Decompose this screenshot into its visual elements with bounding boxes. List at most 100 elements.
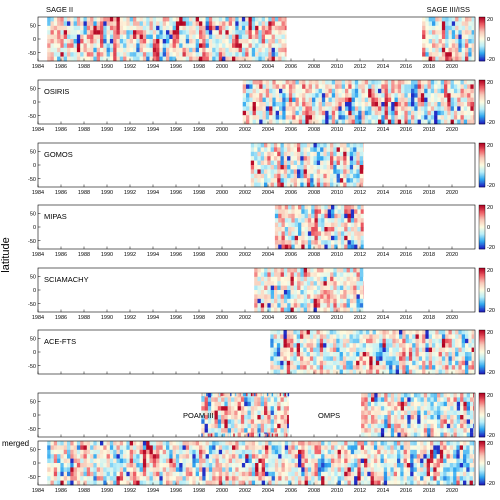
anomaly-cell bbox=[224, 393, 228, 398]
anomaly-cell bbox=[374, 415, 378, 420]
anomaly-cell bbox=[274, 205, 279, 210]
anomaly-cell bbox=[202, 52, 206, 57]
anomaly-cell bbox=[286, 343, 291, 348]
anomaly-cell bbox=[346, 365, 350, 370]
anomaly-cell bbox=[123, 39, 127, 44]
anomaly-cell bbox=[417, 393, 421, 398]
anomaly-cell bbox=[192, 25, 196, 31]
anomaly-cell bbox=[440, 88, 445, 94]
anomaly-cell bbox=[435, 17, 439, 22]
anomaly-cell bbox=[420, 401, 424, 407]
anomaly-cell bbox=[283, 401, 288, 407]
anomaly-cell bbox=[260, 178, 265, 183]
anomaly-cell bbox=[323, 365, 327, 370]
anomaly-cell bbox=[460, 119, 464, 125]
anomaly-cell bbox=[422, 330, 426, 335]
anomaly-cell bbox=[260, 165, 265, 170]
colorbar-frame bbox=[478, 329, 486, 375]
anomaly-cell bbox=[461, 347, 466, 353]
anomaly-cell bbox=[276, 334, 281, 339]
anomaly-cell bbox=[360, 222, 364, 228]
anomaly-cell bbox=[149, 47, 153, 53]
anomaly-cell bbox=[399, 330, 403, 335]
anomaly-cell bbox=[272, 88, 276, 94]
anomaly-cell bbox=[430, 432, 434, 438]
anomaly-cell bbox=[288, 110, 293, 116]
anomaly-cell bbox=[250, 160, 255, 166]
colorbar-swatch bbox=[479, 221, 485, 223]
anomaly-cell bbox=[166, 52, 170, 57]
anomaly-cell bbox=[262, 115, 266, 120]
anomaly-cell bbox=[387, 415, 391, 420]
anomaly-cell bbox=[192, 52, 196, 57]
colorbar-swatch bbox=[479, 366, 485, 368]
colorbar-tick-label: 20 bbox=[487, 17, 493, 23]
anomaly-cell bbox=[391, 80, 395, 85]
colorbar-swatch bbox=[479, 276, 485, 279]
anomaly-cell bbox=[267, 169, 271, 174]
anomaly-cell bbox=[257, 272, 261, 277]
anomaly-cell bbox=[356, 268, 360, 273]
anomaly-cell bbox=[328, 80, 332, 85]
anomaly-cell bbox=[159, 39, 163, 44]
anomaly-cell bbox=[460, 84, 464, 89]
anomaly-cell bbox=[251, 30, 256, 35]
anomaly-cell bbox=[372, 356, 377, 361]
anomaly-cell bbox=[293, 360, 297, 366]
anomaly-cell bbox=[470, 428, 474, 433]
anomaly-cell bbox=[249, 115, 253, 120]
anomaly-cell bbox=[90, 445, 94, 450]
anomaly-cell bbox=[364, 432, 368, 438]
anomaly-cell bbox=[435, 21, 439, 26]
anomaly-cell bbox=[93, 476, 97, 481]
anomaly-cell bbox=[346, 276, 351, 282]
anomaly-cell bbox=[50, 476, 54, 481]
anomaly-cell bbox=[283, 428, 288, 433]
x-tick-label: 2014 bbox=[377, 252, 389, 258]
anomaly-cell bbox=[265, 106, 270, 111]
anomaly-cell bbox=[438, 34, 443, 40]
anomaly-cell bbox=[306, 356, 311, 361]
anomaly-cell bbox=[222, 47, 226, 53]
anomaly-cell bbox=[257, 281, 261, 286]
anomaly-cell bbox=[359, 347, 363, 353]
x-tick-label: 2016 bbox=[400, 252, 412, 258]
anomaly-cell bbox=[336, 268, 341, 273]
anomaly-cell bbox=[343, 182, 347, 188]
anomaly-cell bbox=[262, 119, 266, 125]
anomaly-cell bbox=[271, 433, 274, 437]
anomaly-cell bbox=[248, 25, 252, 31]
anomaly-cell bbox=[456, 428, 461, 433]
anomaly-cell bbox=[284, 393, 286, 397]
anomaly-cell bbox=[463, 428, 467, 433]
anomaly-cell bbox=[390, 428, 395, 433]
anomaly-cell bbox=[244, 423, 248, 429]
anomaly-cell bbox=[420, 93, 425, 98]
anomaly-cell bbox=[408, 365, 413, 370]
anomaly-cell bbox=[356, 294, 360, 299]
anomaly-cell bbox=[208, 17, 213, 22]
anomaly-cell bbox=[63, 445, 68, 450]
anomaly-cell bbox=[405, 360, 410, 366]
anomaly-cell bbox=[264, 160, 268, 166]
colorbar-frame bbox=[478, 79, 486, 125]
anomaly-cell bbox=[411, 97, 415, 103]
anomaly-cell bbox=[302, 115, 306, 120]
anomaly-cell bbox=[272, 84, 276, 89]
anomaly-cell bbox=[344, 231, 348, 236]
anomaly-cell bbox=[457, 80, 461, 85]
anomaly-cell bbox=[109, 52, 114, 57]
anomaly-cell bbox=[327, 244, 332, 250]
anomaly-cell bbox=[254, 143, 258, 148]
anomaly-cell bbox=[149, 30, 153, 35]
anomaly-cell bbox=[450, 410, 454, 416]
anomaly-cell bbox=[113, 39, 117, 44]
anomaly-cell bbox=[348, 110, 352, 116]
anomaly-cell bbox=[414, 102, 418, 107]
anomaly-cell bbox=[417, 401, 421, 407]
anomaly-cell bbox=[465, 21, 469, 26]
anomaly-cell bbox=[411, 88, 415, 94]
anomaly-cell bbox=[329, 352, 334, 357]
anomaly-cell bbox=[290, 294, 294, 299]
anomaly-cell bbox=[317, 235, 322, 241]
